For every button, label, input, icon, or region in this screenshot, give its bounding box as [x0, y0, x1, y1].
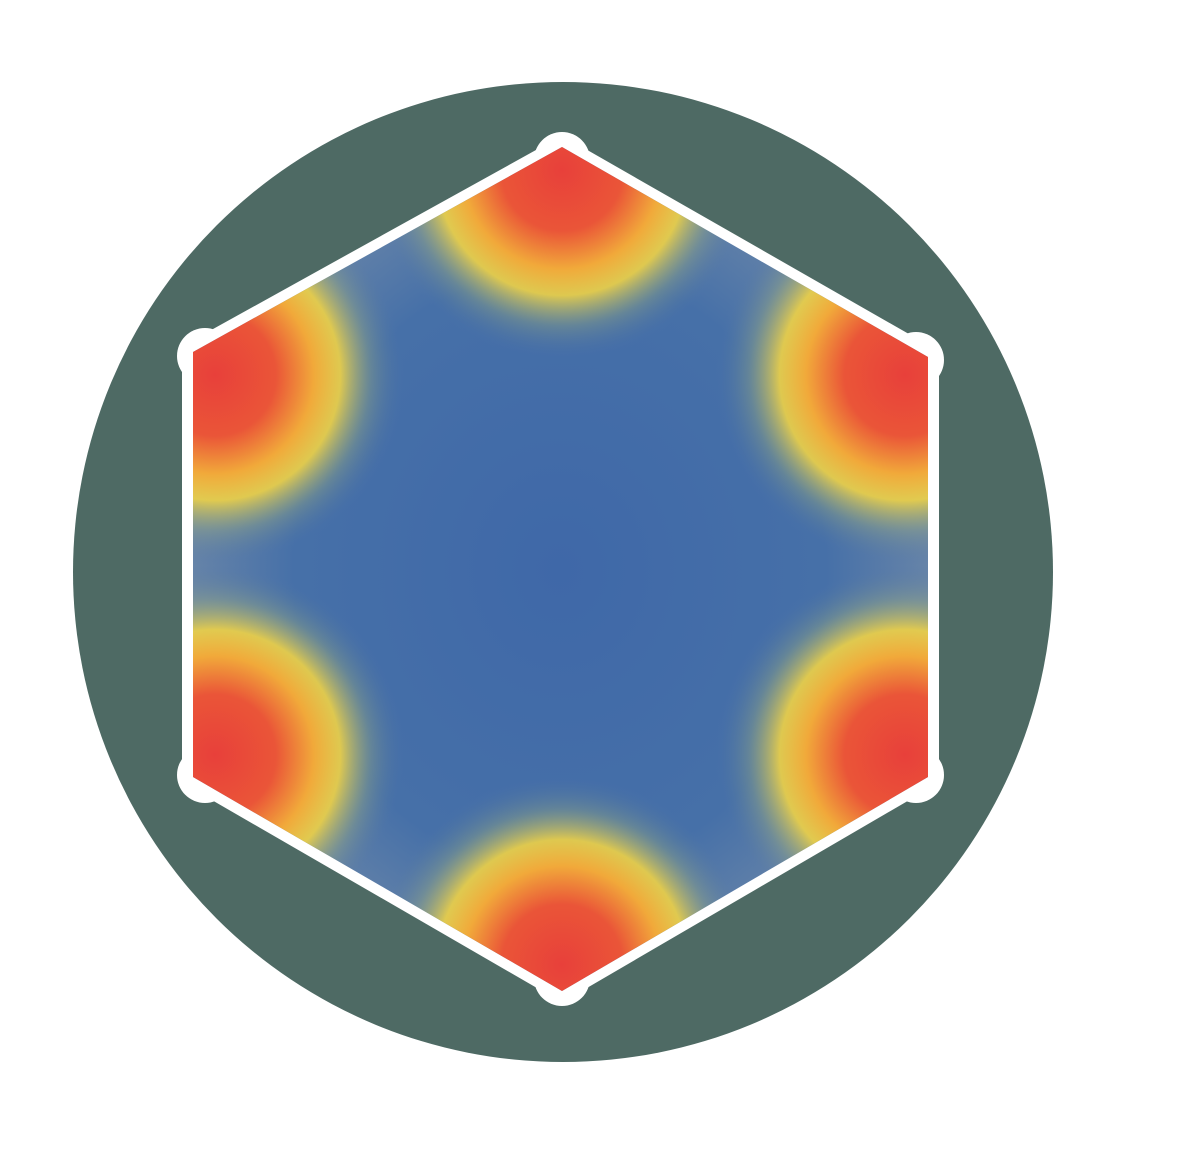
- hot-spot: [372, 775, 752, 991]
- hot-spot: [372, 147, 752, 360]
